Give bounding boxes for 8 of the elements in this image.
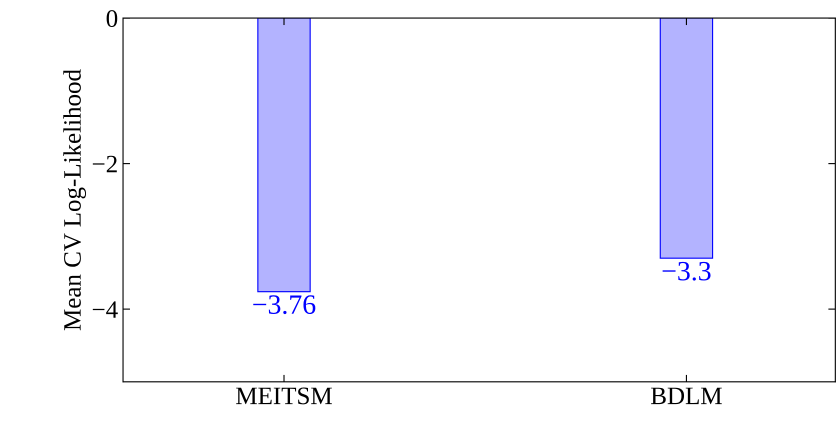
y-tick-label: −4 bbox=[92, 301, 118, 318]
data-label: −3.76 bbox=[253, 295, 316, 314]
x-tick-label: BDLM bbox=[651, 388, 722, 404]
y-tick-label: −2 bbox=[92, 156, 117, 172]
x-tick-label: MEITSM bbox=[236, 388, 332, 404]
y-axis-title: Mean CV Log-Likelihood bbox=[63, 69, 86, 330]
data-label: −3.3 bbox=[662, 262, 711, 281]
y-tick-label: 0 bbox=[106, 10, 118, 28]
